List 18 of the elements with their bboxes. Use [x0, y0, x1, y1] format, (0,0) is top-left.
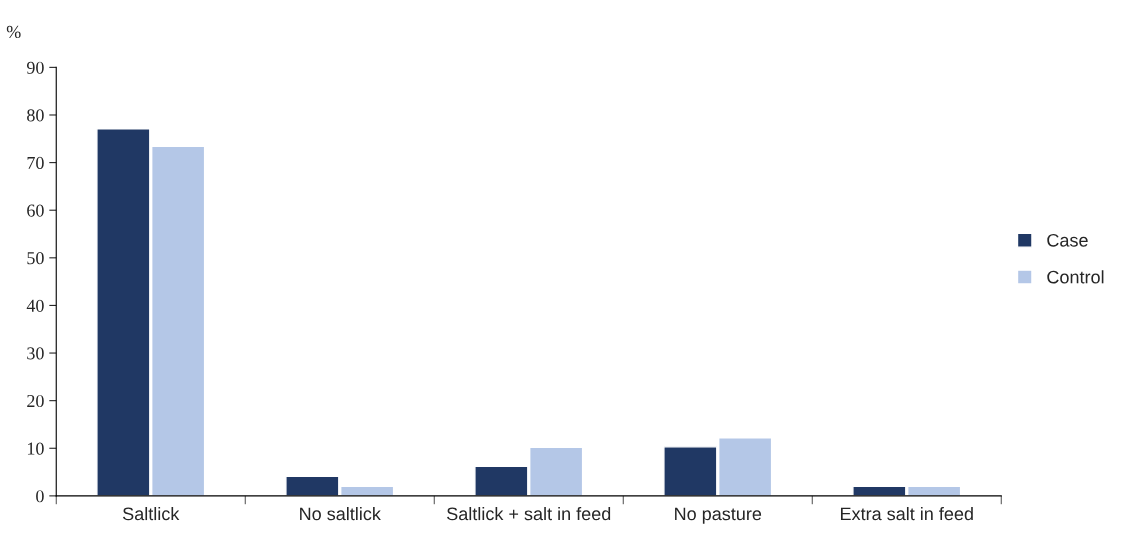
x-tick-label: No pasture: [675, 507, 762, 524]
y-tick-label: 40: [26, 299, 44, 312]
y-tick-label: 0: [36, 490, 44, 503]
y-tick-label: 30: [27, 347, 44, 360]
y-tick-label: 20: [27, 394, 44, 408]
y-tick-label: 10: [27, 442, 44, 455]
legend-label: Control: [1047, 270, 1104, 284]
y-tick-label: 70: [27, 156, 44, 170]
y-tick-label: 90: [26, 61, 44, 74]
x-tick-label: No saltlick: [300, 506, 381, 521]
y-tick-label: 60: [27, 204, 44, 217]
y-tick-label: 80: [27, 109, 44, 122]
x-tick-label: Saltlick: [122, 506, 180, 521]
x-tick-label: Extra salt in feed: [840, 506, 973, 521]
y-tick-label: 50: [27, 252, 44, 265]
y-axis-title: %: [6, 25, 21, 39]
x-tick-label: Saltlick + salt in feed: [447, 506, 611, 521]
legend-label: Case: [1047, 233, 1088, 247]
